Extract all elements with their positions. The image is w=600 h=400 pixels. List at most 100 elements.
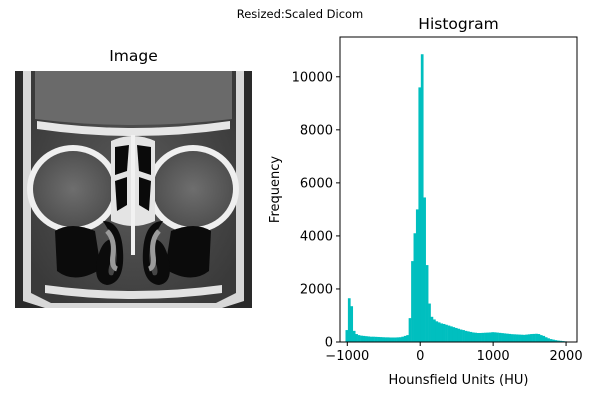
histogram-bar <box>433 319 436 342</box>
histogram-bar <box>452 327 456 342</box>
histogram-bar <box>367 336 371 342</box>
histogram-bar <box>459 329 463 342</box>
histogram-bar <box>345 330 349 342</box>
histogram-bar <box>408 318 412 342</box>
histogram-bar <box>442 323 446 342</box>
histogram-bar <box>420 54 424 342</box>
histogram-bar <box>554 340 558 342</box>
histogram-bar <box>396 337 400 342</box>
histogram-bar <box>462 330 465 342</box>
plot-frame <box>339 36 578 343</box>
histogram-bar <box>454 327 458 342</box>
histogram-bar <box>556 340 560 342</box>
y-tick-label: 2000 <box>300 282 333 297</box>
x-axis-label: Hounsfield Units (HU) <box>389 373 529 388</box>
histogram-bar <box>377 336 380 342</box>
histogram-bar <box>522 334 526 342</box>
x-tick-label: 1000 <box>477 349 510 364</box>
histogram-bar <box>469 331 473 342</box>
y-tick-label: 10000 <box>292 70 333 85</box>
histogram-bar <box>384 337 388 342</box>
histogram-bar <box>498 332 502 342</box>
histogram-bar <box>505 333 509 342</box>
y-tick-label: 6000 <box>300 176 333 191</box>
histogram-bar <box>428 303 431 342</box>
histogram-bar <box>530 334 533 342</box>
y-axis-ticks: 0 2000 4000 6000 8000 10000 <box>292 70 340 351</box>
histogram-bar <box>403 335 407 342</box>
histogram-bar <box>411 261 414 342</box>
x-tick-label: 0 <box>416 349 424 364</box>
histogram-bar <box>527 334 531 342</box>
histogram-bar <box>549 339 553 342</box>
histogram-bar <box>481 332 485 342</box>
histogram-bar <box>391 337 395 342</box>
histogram-bar <box>515 334 519 342</box>
histogram-bar <box>464 330 468 342</box>
histogram-bar <box>535 333 538 342</box>
histogram-bar <box>379 337 383 342</box>
ct-scan-image <box>15 71 252 308</box>
histogram-bar <box>362 335 366 342</box>
histogram-bar <box>544 337 548 342</box>
histogram-bar <box>559 340 563 342</box>
y-tick-label: 0 <box>325 336 333 351</box>
histogram-bar <box>381 337 385 342</box>
histogram-bar <box>445 324 448 342</box>
histogram-bar <box>413 233 417 342</box>
histogram-bar <box>374 336 378 342</box>
histogram-bar <box>360 335 363 342</box>
y-tick-label: 4000 <box>300 229 333 244</box>
histogram-bar <box>552 339 555 342</box>
chart-title: Histogram <box>418 15 498 33</box>
histogram-bar <box>479 332 482 342</box>
histogram-bar <box>484 332 487 342</box>
histogram-bar <box>352 330 356 342</box>
x-tick-label: 2000 <box>550 349 583 364</box>
histogram-bar <box>447 325 451 342</box>
figure-suptitle: Resized:Scaled Dicom <box>236 7 364 21</box>
histogram-bar <box>537 334 541 342</box>
y-axis-label: Frequency <box>268 156 283 223</box>
histogram-bar <box>532 333 536 342</box>
histogram-bar <box>520 334 524 342</box>
histogram-bar <box>486 332 490 342</box>
histogram-bar <box>503 333 507 342</box>
histogram-bar <box>401 336 405 342</box>
histogram-bar <box>525 334 529 342</box>
histogram-bar <box>513 334 516 342</box>
histogram-bar <box>394 337 397 342</box>
histogram-bars <box>345 54 567 343</box>
histogram-bar <box>357 335 361 342</box>
histogram-bar <box>547 338 550 342</box>
histogram-bar <box>386 337 390 342</box>
histogram-bar <box>488 332 492 342</box>
image-panel-title: Image <box>109 47 158 65</box>
histogram-bar <box>493 332 497 342</box>
x-axis-ticks: −1000 0 1000 2000 <box>325 342 583 364</box>
histogram-bar <box>501 333 504 342</box>
histogram-bar <box>508 333 512 342</box>
histogram-bar <box>372 336 375 342</box>
histogram-bar <box>437 322 441 342</box>
histogram-bar <box>471 332 475 342</box>
histogram-bar <box>435 321 439 342</box>
histogram-bar <box>355 334 358 342</box>
histogram-bar <box>425 265 429 342</box>
histogram-bar <box>476 332 480 342</box>
histogram-bar <box>518 334 521 342</box>
histogram-bar <box>369 336 373 342</box>
histogram-bar <box>350 306 354 342</box>
histogram-bar <box>457 328 461 342</box>
histogram-bar <box>347 298 351 342</box>
histogram-bar <box>406 335 409 342</box>
histogram-bar <box>466 331 470 342</box>
x-tick-label: −1000 <box>325 349 369 364</box>
histogram-bar <box>449 326 453 342</box>
histogram-bar <box>364 336 368 342</box>
histogram-bar <box>491 332 495 342</box>
histogram-bar <box>389 337 392 342</box>
histogram-bar <box>510 334 514 342</box>
histogram-bar <box>542 335 546 342</box>
